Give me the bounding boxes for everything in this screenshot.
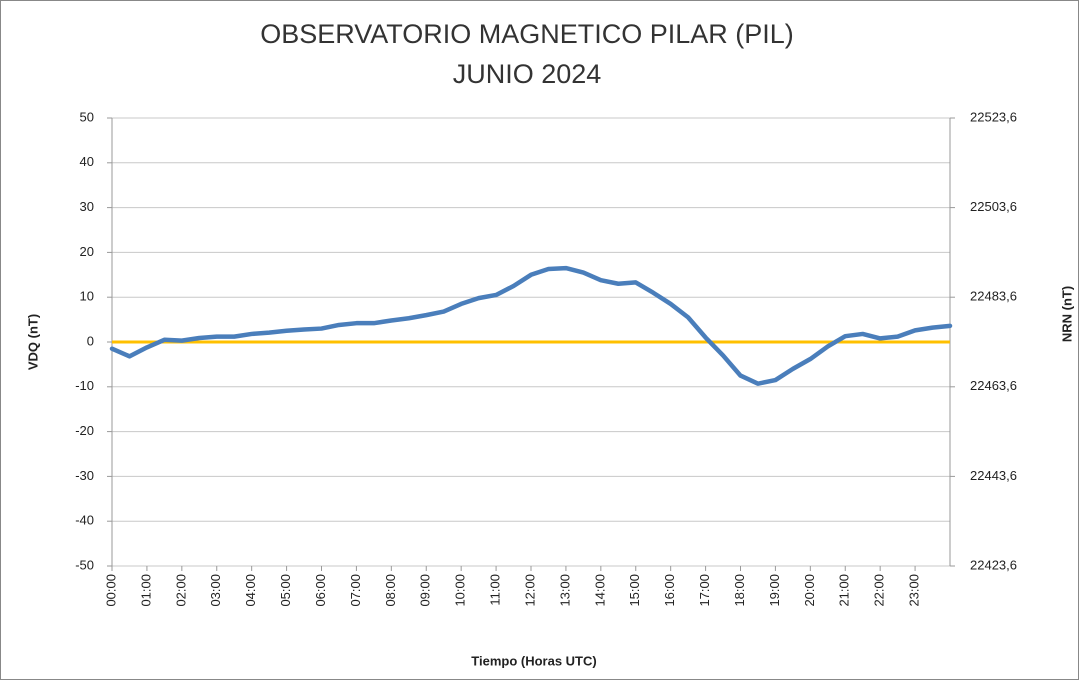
x-tick-label: 10:00 (453, 574, 468, 607)
y-tick-label: 10 (80, 289, 94, 304)
x-tick-label: 06:00 (313, 574, 328, 607)
x-tick-label: 01:00 (138, 574, 153, 607)
x-tick-label: 22:00 (872, 574, 887, 607)
x-axis-title: Tiempo (Horas UTC) (471, 653, 596, 668)
y2-tick-label: 22443,6 (970, 468, 1017, 483)
x-tick-label: 23:00 (907, 574, 922, 607)
x-tick-label: 08:00 (383, 574, 398, 607)
y-tick-label: -30 (75, 468, 94, 483)
y-tick-label: 50 (80, 109, 94, 124)
y-tick-label: -50 (75, 557, 94, 572)
y-tick-label: -40 (75, 513, 94, 528)
x-tick-label: 07:00 (348, 574, 363, 607)
x-tick-label: 02:00 (173, 574, 188, 607)
x-tick-label: 20:00 (802, 574, 817, 607)
x-tick-label: 13:00 (557, 574, 572, 607)
x-tick-label: 17:00 (697, 574, 712, 607)
x-tick-label: 14:00 (592, 574, 607, 607)
x-tick-label: 04:00 (243, 574, 258, 607)
y-tick-label: -10 (75, 378, 94, 393)
y2-tick-label: 22503,6 (970, 199, 1017, 214)
x-tick-label: 09:00 (418, 574, 433, 607)
y2-tick-label: 22483,6 (970, 289, 1017, 304)
x-tick-label: 12:00 (522, 574, 537, 607)
x-tick-label: 18:00 (732, 574, 747, 607)
y2-axis-title: NRN (nT) (1059, 286, 1074, 342)
x-tick-label: 16:00 (662, 574, 677, 607)
y-tick-label: 30 (80, 199, 94, 214)
y-tick-label: -20 (75, 423, 94, 438)
x-tick-label: 11:00 (488, 574, 503, 606)
y-axis-title: VDQ (nT) (25, 314, 40, 370)
chart-title: OBSERVATORIO MAGNETICO PILAR (PIL) (260, 19, 794, 49)
y2-tick-label: 22423,6 (970, 557, 1017, 572)
y2-tick-label: 22463,6 (970, 378, 1017, 393)
chart-subtitle: JUNIO 2024 (453, 59, 602, 89)
y-tick-label: 40 (80, 154, 94, 169)
x-tick-label: 05:00 (278, 574, 293, 607)
x-tick-label: 21:00 (837, 574, 852, 607)
x-tick-label: 00:00 (103, 574, 118, 607)
y-tick-label: 20 (80, 244, 94, 259)
x-tick-label: 03:00 (208, 574, 223, 607)
x-tick-label: 15:00 (627, 574, 642, 607)
x-tick-label: 19:00 (767, 574, 782, 607)
y-tick-label: 0 (87, 333, 94, 348)
y2-tick-label: 22523,6 (970, 109, 1017, 124)
data-line (109, 265, 953, 386)
